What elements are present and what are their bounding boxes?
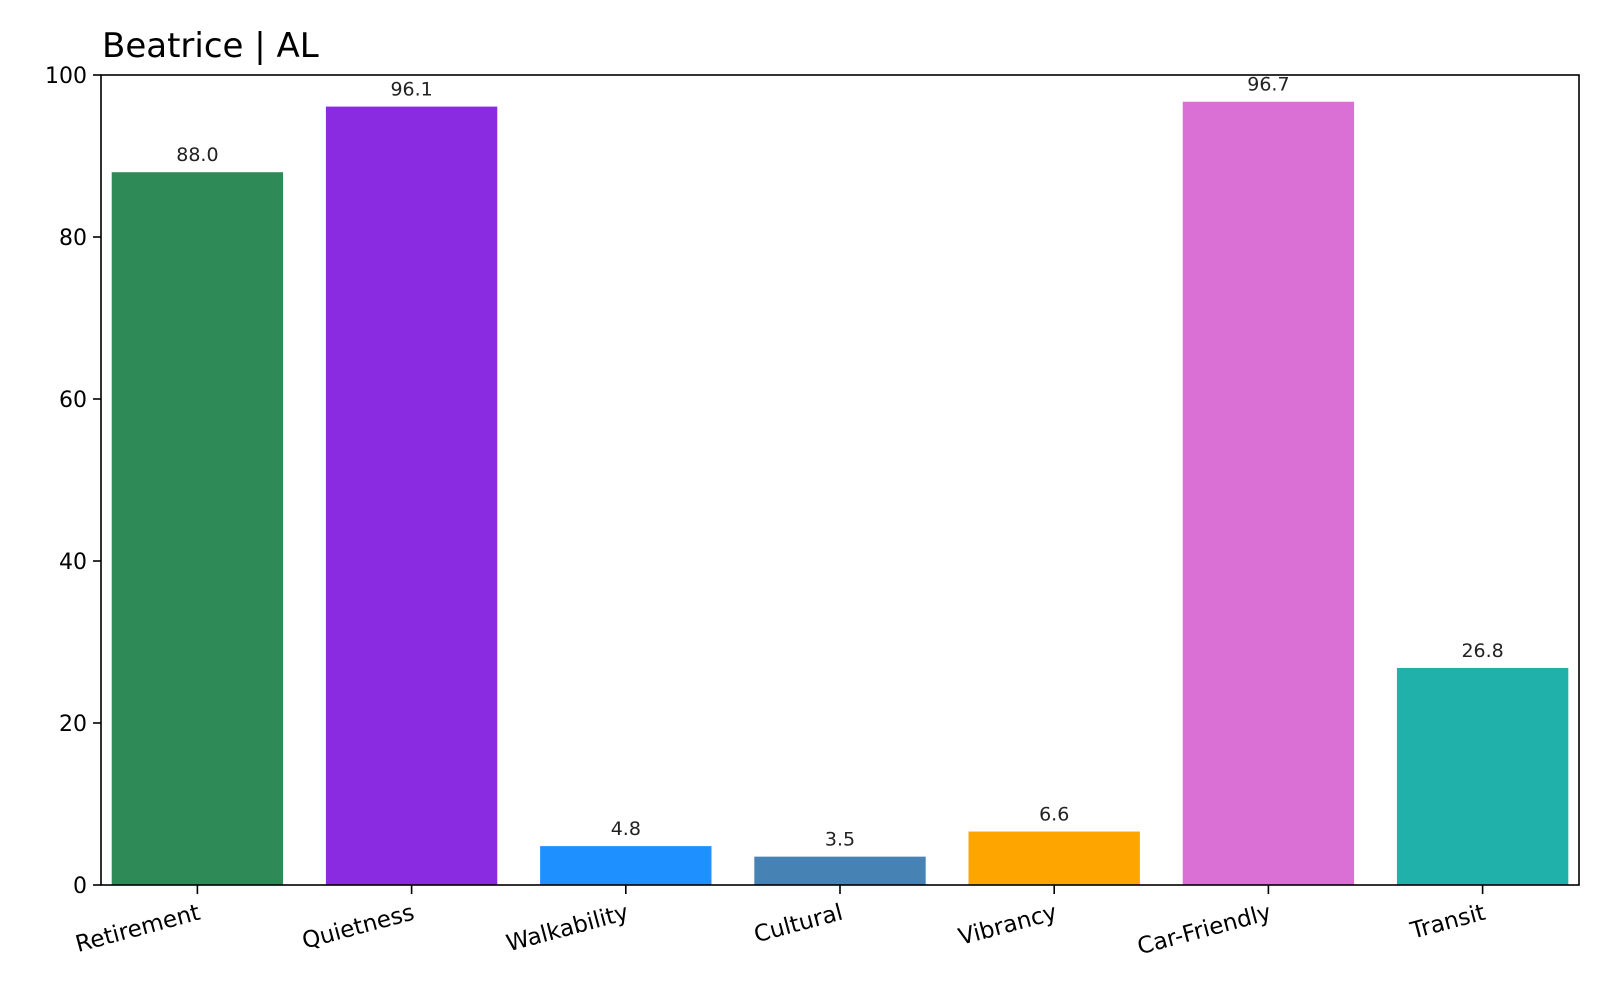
value-label-cultural: 3.5	[825, 829, 855, 851]
bar-quietness	[325, 106, 498, 886]
y-axis: 0 20 40 60 80 100	[45, 64, 101, 899]
value-label-transit: 26.8	[1461, 640, 1503, 662]
bar-cultural	[754, 856, 926, 885]
x-tick-label-vibrancy: Vibrancy	[956, 900, 1060, 951]
bar-walkability	[540, 846, 712, 885]
bar-transit	[1396, 667, 1569, 885]
y-tick-label: 60	[59, 388, 87, 413]
bars	[111, 101, 1569, 886]
value-label-car-friendly: 96.7	[1247, 74, 1289, 96]
x-tick-label-quietness: Quietness	[299, 900, 417, 955]
y-tick-label: 40	[59, 550, 87, 575]
y-tick-label: 20	[59, 712, 87, 737]
bar-retirement	[111, 172, 284, 885]
bar-car-friendly	[1182, 101, 1355, 886]
value-label-walkability: 4.8	[611, 818, 641, 840]
x-tick-label-walkability: Walkability	[504, 900, 632, 958]
y-tick-label: 100	[45, 64, 87, 89]
value-label-vibrancy: 6.6	[1039, 804, 1069, 826]
bar-vibrancy	[968, 831, 1140, 885]
chart-title: Beatrice | AL	[102, 26, 319, 66]
value-label-retirement: 88.0	[176, 144, 218, 166]
value-label-quietness: 96.1	[390, 79, 432, 101]
x-tick-label-retirement: Retirement	[73, 900, 203, 958]
value-labels: 88.0 96.1 4.8 3.5 6.6 96.7 26.8	[176, 74, 1504, 851]
y-tick-label: 80	[59, 226, 87, 251]
plot-frame	[100, 74, 1580, 886]
x-axis: Retirement Quietness Walkability Cultural Vi…	[73, 885, 1488, 960]
x-tick-label-car-friendly: Car-Friendly	[1135, 900, 1274, 961]
x-tick-label-transit: Transit	[1407, 900, 1488, 945]
x-tick-label-cultural: Cultural	[751, 900, 845, 949]
y-tick-label: 0	[73, 874, 87, 899]
